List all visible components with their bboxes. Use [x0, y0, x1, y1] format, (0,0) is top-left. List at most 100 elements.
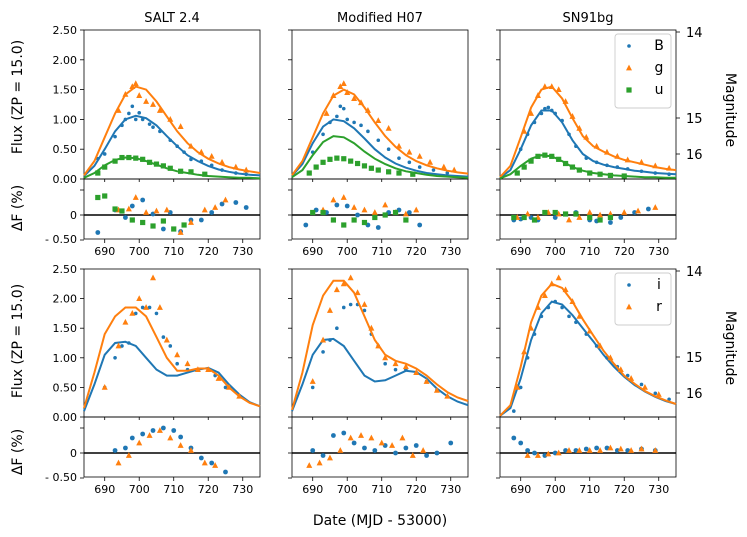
data-point-B: [359, 123, 363, 128]
data-point-i: [348, 302, 353, 307]
x-tick-label: 720: [614, 483, 635, 496]
data-point-u: [521, 164, 527, 170]
data-point-u: [313, 164, 319, 170]
legend-marker-g: [626, 64, 632, 71]
data-point-g: [666, 164, 673, 171]
residual-point-u: [150, 223, 156, 229]
data-point-r: [597, 342, 604, 349]
data-point-g: [385, 124, 392, 131]
data-point-B: [182, 150, 186, 154]
residual-axes-frame: [291, 416, 469, 478]
data-point-B: [96, 156, 100, 161]
data-point-B: [244, 172, 248, 177]
data-point-u: [334, 155, 340, 161]
data-point-i: [310, 385, 315, 390]
data-point-g: [208, 152, 215, 159]
residual-point-B: [406, 210, 412, 215]
mag-tick-label: 14: [686, 26, 703, 41]
y-tick-label: 1.00: [53, 352, 78, 365]
data-point-B: [543, 106, 547, 111]
residual-point-i: [424, 453, 429, 458]
y-tick-label: 1.00: [53, 113, 78, 126]
data-point-r: [576, 312, 583, 319]
data-point-g: [156, 107, 163, 113]
data-point-r: [413, 369, 420, 375]
data-point-i: [140, 305, 145, 310]
data-point-B: [605, 163, 609, 168]
residual-point-u: [310, 209, 316, 216]
residual-point-r: [576, 447, 583, 453]
data-point-u: [341, 156, 347, 162]
data-point-g: [521, 127, 528, 134]
data-point-i: [223, 385, 228, 390]
data-point-g: [150, 101, 157, 107]
model-curve-B: [83, 114, 261, 177]
residual-point-i: [542, 453, 548, 458]
data-point-u: [535, 153, 541, 159]
data-point-u: [576, 167, 582, 173]
residual-point-r: [545, 450, 552, 457]
data-point-i: [161, 335, 166, 339]
data-point-g: [652, 162, 659, 169]
residual-point-u: [129, 217, 135, 223]
x-tick-label: 730: [648, 483, 669, 496]
legend-marker-i: [627, 283, 631, 287]
residual-point-B: [632, 210, 637, 215]
data-point-B: [594, 160, 599, 165]
data-point-u: [607, 172, 614, 179]
data-point-u: [178, 168, 184, 174]
x-tick-label: 700: [337, 483, 358, 496]
y-tick-label: 2.50: [53, 24, 78, 37]
residual-point-B: [140, 197, 146, 203]
residual-point-B: [608, 220, 613, 225]
data-point-r: [101, 384, 108, 390]
residual-point-r: [115, 459, 122, 466]
model-curve-g: [499, 85, 677, 178]
data-point-g: [603, 148, 610, 155]
residual-point-i: [594, 445, 600, 451]
data-point-u: [119, 154, 125, 161]
mag-ylabel-top: Magnitude: [722, 73, 738, 147]
data-point-u: [368, 165, 374, 171]
data-point-u: [396, 170, 402, 176]
residual-point-i: [448, 440, 454, 446]
data-point-r: [586, 327, 593, 334]
data-point-B: [615, 165, 620, 169]
y-tick-label: 1.50: [53, 84, 78, 97]
x-tick-label: 720: [406, 483, 427, 496]
residual-point-g: [187, 219, 194, 225]
data-point-i: [594, 344, 599, 348]
model-curve-g: [83, 85, 261, 176]
residual-point-i: [434, 450, 440, 456]
residual-point-u: [382, 212, 388, 218]
residual-point-i: [403, 445, 409, 451]
data-point-g: [614, 152, 621, 159]
flux-axes-frame: [291, 29, 469, 180]
data-point-B: [102, 152, 107, 156]
data-point-r: [534, 304, 541, 310]
legend-label-u: u: [655, 82, 664, 98]
data-point-i: [328, 338, 332, 342]
residual-point-g: [153, 207, 160, 214]
data-point-r: [143, 304, 150, 310]
data-point-B: [338, 104, 343, 109]
residual-point-i: [511, 435, 517, 441]
data-point-B: [151, 125, 155, 129]
data-point-g: [344, 89, 351, 95]
residual-point-B: [129, 203, 135, 209]
residual-point-i: [341, 430, 347, 436]
data-point-B: [574, 144, 578, 149]
data-point-g: [187, 142, 194, 149]
x-tick-label: 710: [371, 245, 392, 258]
data-point-r: [115, 342, 122, 349]
residual-point-u: [341, 222, 347, 228]
x-tick-label: 690: [510, 245, 531, 258]
panel-title: SALT 2.4: [144, 11, 200, 26]
data-point-B: [328, 120, 332, 125]
residual-point-g: [212, 204, 219, 210]
x-tick-label: 720: [406, 245, 427, 258]
residual-point-u: [102, 193, 108, 199]
data-point-i: [168, 344, 173, 348]
y-tick-label: 2.50: [53, 263, 78, 276]
